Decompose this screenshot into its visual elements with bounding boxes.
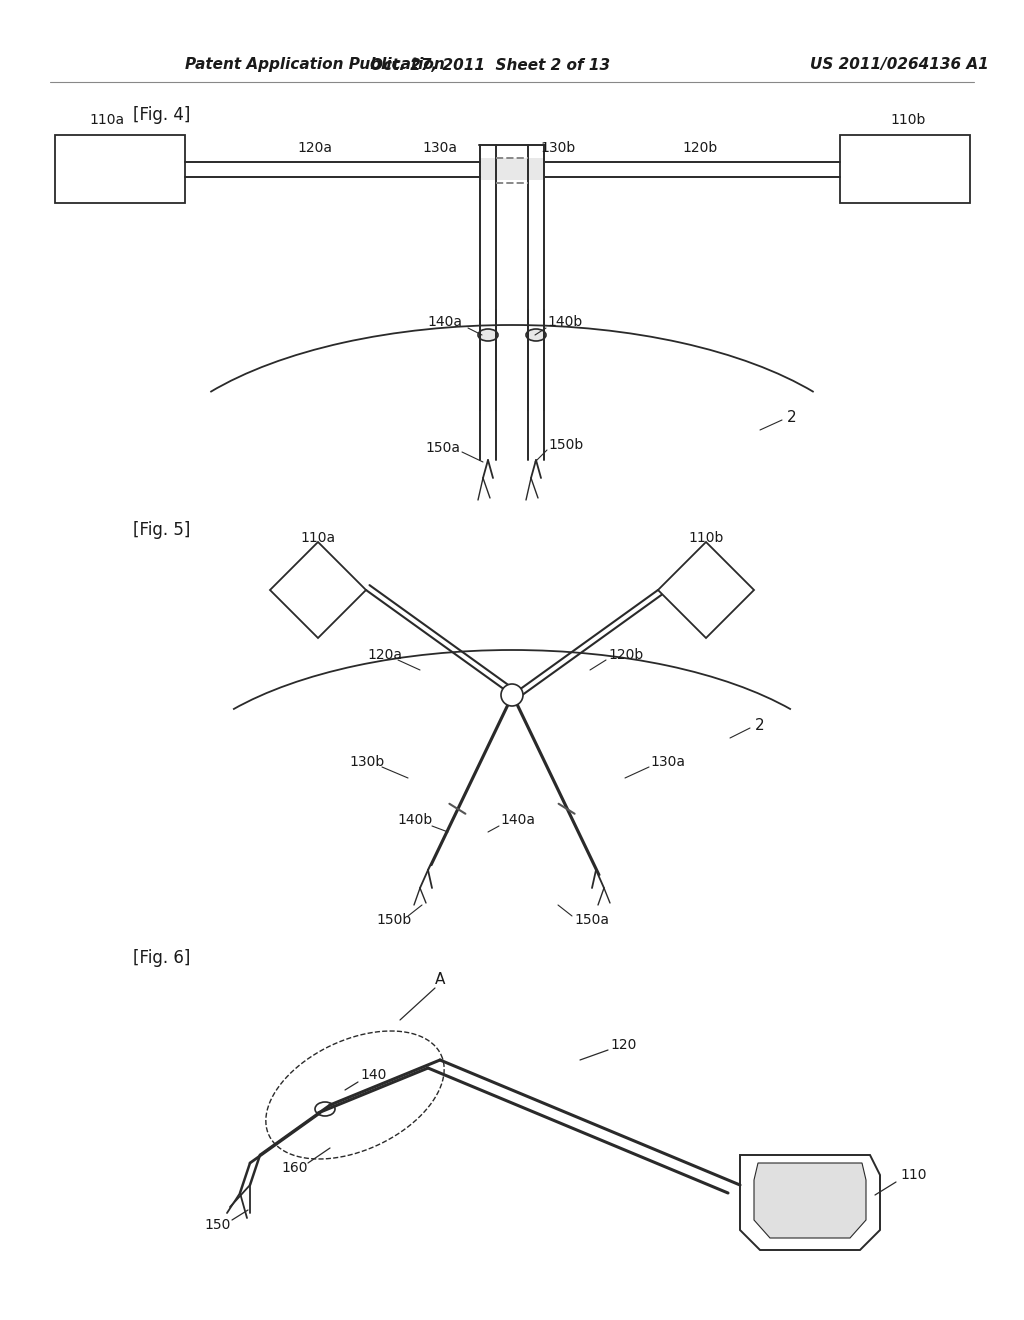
Polygon shape (658, 543, 754, 638)
Text: 130b: 130b (349, 755, 385, 770)
Text: 150b: 150b (548, 438, 584, 451)
Polygon shape (754, 1163, 866, 1238)
Text: US 2011/0264136 A1: US 2011/0264136 A1 (810, 58, 989, 73)
Polygon shape (740, 1155, 880, 1250)
Text: 150b: 150b (377, 913, 412, 927)
Text: 150a: 150a (574, 913, 609, 927)
Text: 110b: 110b (890, 114, 926, 127)
Text: 140: 140 (360, 1068, 386, 1082)
Text: 140a: 140a (500, 813, 535, 828)
Bar (55, 135, 185, 203)
Text: 120a: 120a (368, 648, 402, 663)
Bar (480, 158, 544, 180)
Text: 150a: 150a (426, 441, 461, 455)
Text: 110b: 110b (688, 531, 724, 545)
Text: 150: 150 (205, 1218, 231, 1232)
Ellipse shape (526, 329, 546, 341)
Bar (840, 135, 970, 203)
Text: 140b: 140b (547, 315, 583, 329)
Text: 120b: 120b (608, 648, 643, 663)
Text: Oct. 27, 2011  Sheet 2 of 13: Oct. 27, 2011 Sheet 2 of 13 (370, 58, 610, 73)
Ellipse shape (501, 684, 523, 706)
Text: [Fig. 5]: [Fig. 5] (133, 521, 190, 539)
Text: 160: 160 (282, 1162, 308, 1175)
Text: [Fig. 6]: [Fig. 6] (133, 949, 190, 968)
Text: 110a: 110a (300, 531, 336, 545)
Text: 120: 120 (610, 1038, 636, 1052)
Polygon shape (270, 543, 366, 638)
Text: 2: 2 (755, 718, 765, 733)
Text: 130a: 130a (423, 141, 458, 154)
Text: 140b: 140b (397, 813, 432, 828)
Text: 120b: 120b (682, 141, 718, 154)
Text: 110a: 110a (89, 114, 125, 127)
Text: A: A (435, 973, 445, 987)
Text: 130a: 130a (650, 755, 685, 770)
Text: 130b: 130b (541, 141, 575, 154)
Text: [Fig. 4]: [Fig. 4] (133, 106, 190, 124)
Text: 120a: 120a (298, 141, 333, 154)
Ellipse shape (478, 329, 498, 341)
Text: 110: 110 (900, 1168, 927, 1181)
Text: 140a: 140a (427, 315, 463, 329)
Text: 2: 2 (787, 411, 797, 425)
Ellipse shape (315, 1102, 335, 1115)
Text: Patent Application Publication: Patent Application Publication (185, 58, 444, 73)
